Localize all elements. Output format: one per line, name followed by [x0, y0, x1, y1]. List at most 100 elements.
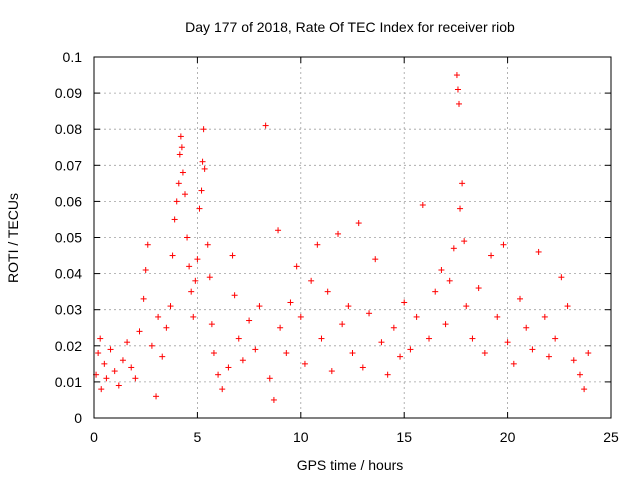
data-point: [142, 266, 149, 273]
data-point: [475, 285, 482, 292]
data-point: [432, 288, 439, 295]
data-point: [453, 72, 460, 79]
data-point: [541, 313, 548, 320]
data-point: [186, 263, 193, 270]
data-point: [111, 368, 118, 375]
y-tick-label: 0.05: [55, 230, 82, 246]
data-point: [328, 368, 335, 375]
data-point: [229, 252, 236, 259]
data-point: [144, 241, 151, 248]
data-point: [318, 335, 325, 342]
grid-layer: [94, 57, 611, 418]
data-point: [196, 205, 203, 212]
data-point: [97, 335, 104, 342]
data-point: [390, 324, 397, 331]
data-point: [175, 180, 182, 187]
data-point: [461, 238, 468, 245]
data-point: [454, 86, 461, 93]
data-point: [517, 295, 524, 302]
data-point: [339, 321, 346, 328]
data-point: [188, 288, 195, 295]
data-point: [438, 266, 445, 273]
data-point: [301, 360, 308, 367]
data-point: [208, 321, 215, 328]
data-point: [419, 202, 426, 209]
data-point: [523, 324, 530, 331]
data-point: [173, 198, 180, 205]
x-tick-label: 5: [194, 429, 202, 445]
y-tick-label: 0.07: [55, 157, 82, 173]
data-point: [198, 187, 205, 194]
data-point: [552, 335, 559, 342]
chart-title: Day 177 of 2018, Rate Of TEC Index for r…: [185, 19, 515, 35]
data-point: [308, 277, 315, 284]
y-tick-label: 0.01: [55, 374, 82, 390]
data-point: [190, 313, 197, 320]
data-point: [201, 165, 208, 172]
data-point: [397, 353, 404, 360]
data-point: [535, 248, 542, 255]
data-point: [200, 126, 207, 133]
data-point: [270, 396, 277, 403]
y-tick-label: 0.1: [63, 49, 83, 65]
y-tick-label: 0.03: [55, 302, 82, 318]
data-point: [225, 364, 232, 371]
data-point: [256, 303, 263, 310]
data-point: [235, 335, 242, 342]
data-point: [219, 386, 226, 393]
data-point: [510, 360, 517, 367]
data-point: [545, 353, 552, 360]
data-point: [384, 371, 391, 378]
data-point: [140, 295, 147, 302]
data-point: [119, 357, 126, 364]
data-point: [136, 328, 143, 335]
data-point: [355, 220, 362, 227]
data-point: [585, 350, 592, 357]
data-point: [442, 321, 449, 328]
data-point: [287, 299, 294, 306]
data-point: [275, 227, 282, 234]
data-point: [163, 324, 170, 331]
data-point: [132, 375, 139, 382]
data-point: [488, 252, 495, 259]
data-point: [124, 339, 131, 346]
x-tick-label: 25: [603, 429, 619, 445]
data-point: [171, 216, 178, 223]
data-point: [167, 303, 174, 310]
data-point: [206, 274, 213, 281]
y-tick-label: 0.04: [55, 266, 82, 282]
data-point: [500, 241, 507, 248]
data-point: [103, 375, 110, 382]
data-point: [378, 339, 385, 346]
data-point: [446, 277, 453, 284]
data-point: [564, 303, 571, 310]
data-point: [210, 350, 217, 357]
y-tick-label: 0.02: [55, 338, 82, 354]
y-tick-label: 0.08: [55, 121, 82, 137]
data-point: [345, 303, 352, 310]
data-point: [184, 234, 191, 241]
data-point: [426, 335, 433, 342]
y-axis-label: ROTI / TECUs: [5, 193, 21, 283]
data-point: [372, 256, 379, 263]
data-point: [215, 371, 222, 378]
data-point: [570, 357, 577, 364]
data-point: [349, 350, 356, 357]
data-point: [246, 317, 253, 324]
data-point: [231, 292, 238, 299]
y-tick-label: 0: [74, 410, 82, 426]
data-point: [576, 371, 583, 378]
plot-area-frame: [93, 56, 612, 419]
data-point: [95, 350, 102, 357]
ticks-layer: 0 5 10 15 20 25 0 0.01 0.02 0.03 0.04 0.05 0.06 0.07 0…: [55, 49, 619, 445]
x-tick-label: 10: [293, 429, 309, 445]
data-point: [178, 144, 185, 151]
data-point: [457, 205, 464, 212]
data-point: [401, 299, 408, 306]
data-point: [252, 346, 259, 353]
data-point: [324, 288, 331, 295]
data-point: [481, 350, 488, 357]
data-point: [469, 335, 476, 342]
data-point: [366, 310, 373, 317]
